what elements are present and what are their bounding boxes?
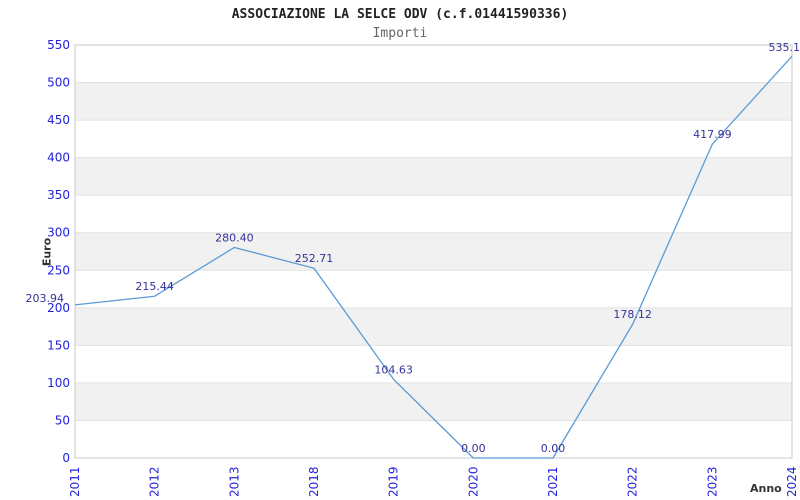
y-axis-label: Euro xyxy=(40,237,54,267)
data-point-label: 0.00 xyxy=(461,442,486,455)
data-point-label: 0.00 xyxy=(541,442,566,455)
y-tick-label: 550 xyxy=(47,38,70,52)
grid-band xyxy=(75,82,792,121)
data-point-label: 215.44 xyxy=(135,280,174,293)
x-tick-label: 2012 xyxy=(148,466,162,497)
y-tick-label: 100 xyxy=(47,376,70,390)
grid-band xyxy=(75,232,792,271)
x-tick-label: 2011 xyxy=(68,466,82,497)
y-tick-label: 150 xyxy=(47,338,70,352)
y-tick-label: 0 xyxy=(62,451,70,465)
data-point-label: 252.71 xyxy=(295,252,334,265)
grid-band xyxy=(75,382,792,421)
grid-band xyxy=(75,307,792,346)
x-tick-label: 2020 xyxy=(466,466,480,497)
data-line xyxy=(74,55,793,459)
x-tick-label: 2021 xyxy=(546,466,560,497)
chart-subtitle: Importi xyxy=(372,26,428,41)
y-tick-label: 50 xyxy=(55,413,70,427)
y-tick-label: 200 xyxy=(47,301,70,315)
data-point-label: 535.1 xyxy=(769,41,800,54)
x-tick-label: 2019 xyxy=(387,466,401,497)
chart-title: ASSOCIAZIONE LA SELCE ODV (c.f.014415903… xyxy=(231,7,569,22)
y-tick-label: 250 xyxy=(47,263,70,277)
data-point-label: 104.63 xyxy=(374,363,413,376)
y-tick-label: 350 xyxy=(47,188,70,202)
x-tick-label: 2013 xyxy=(227,466,241,497)
grid-band xyxy=(75,157,792,196)
y-tick-label: 300 xyxy=(47,226,70,240)
data-point-label: 178.12 xyxy=(613,308,652,321)
y-tick-label: 400 xyxy=(47,151,70,165)
x-tick-label: 2023 xyxy=(705,466,719,497)
plot-border xyxy=(74,44,793,459)
x-tick-label: 2018 xyxy=(307,466,321,497)
x-axis-label: Anno xyxy=(750,482,782,495)
data-point-label: 203.94 xyxy=(26,292,65,305)
data-point-label: 280.40 xyxy=(215,231,254,244)
data-point-label: 417.99 xyxy=(693,128,732,141)
y-tick-label: 500 xyxy=(47,76,70,90)
y-tick-label: 450 xyxy=(47,113,70,127)
x-tick-label: 2024 xyxy=(785,466,799,497)
x-tick-label: 2022 xyxy=(626,466,640,497)
